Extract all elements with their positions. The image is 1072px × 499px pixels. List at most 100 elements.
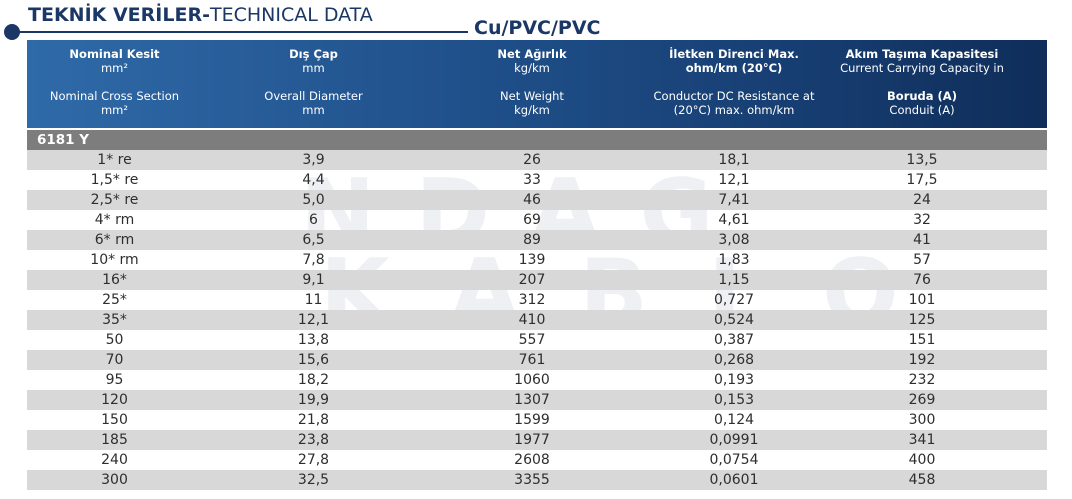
cell-current-capacity: 269	[908, 392, 936, 408]
cell-overall-diameter: 19,9	[297, 392, 330, 408]
table-row: 4* rm 6 69 4,61 32	[27, 210, 1047, 230]
header-label-tr: Net Ağırlık	[497, 47, 567, 61]
cell-current-capacity: 125	[908, 312, 936, 328]
cell-conductor-resistance: 0,0754	[709, 452, 759, 468]
table-row: 2,5* re 5,0 46 7,41 24	[27, 190, 1047, 210]
table-row: 70 15,6 761 0,268 192	[27, 350, 1047, 370]
table-row: 185 23,8 1977 0,0991 341	[27, 430, 1047, 450]
header-label-tr: Dış Çap	[289, 47, 338, 61]
header-label-tr: Nominal Kesit	[69, 47, 160, 61]
cell-conductor-resistance: 3,08	[718, 232, 750, 248]
title-bullet-dot	[4, 24, 20, 40]
cell-conductor-resistance: 0,387	[713, 332, 755, 348]
cell-nominal-section: 50	[105, 332, 124, 348]
cell-overall-diameter: 15,6	[297, 352, 330, 368]
cell-nominal-section: 70	[105, 352, 124, 368]
cell-conductor-resistance: 18,1	[718, 152, 750, 168]
table-row: 25* 11 312 0,727 101	[27, 290, 1047, 310]
cell-current-capacity: 458	[908, 472, 936, 488]
cable-type-subtitle: Cu/PVC/PVC	[474, 17, 601, 39]
header-label-en: Current Carrying Capacity in	[840, 61, 1004, 75]
cell-nominal-section: 4* rm	[94, 212, 135, 228]
header-unit-tr: mm²	[100, 61, 128, 75]
header-nominal-section: Nominal Kesit mm² Nominal Cross Section …	[27, 40, 202, 128]
cell-overall-diameter: 13,8	[297, 332, 330, 348]
cell-nominal-section: 2,5* re	[90, 192, 139, 208]
cell-overall-diameter: 12,1	[297, 312, 330, 328]
header-label-tr: Akım Taşıma Kapasitesi	[845, 47, 999, 61]
header-label-tr: İletken Direnci Max.	[669, 47, 799, 61]
cell-nominal-section: 240	[101, 452, 128, 468]
cell-nominal-section: 95	[105, 372, 124, 388]
cell-nominal-section: 1,5* re	[90, 172, 139, 188]
table-row: 6* rm 6,5 89 3,08 41	[27, 230, 1047, 250]
page-title-english: TECHNICAL DATA	[209, 4, 373, 26]
header-conduit-label-en: Conduit (A)	[889, 103, 955, 117]
cell-net-weight: 1307	[514, 392, 550, 408]
cell-net-weight: 33	[523, 172, 541, 188]
cell-net-weight: 410	[518, 312, 546, 328]
cell-current-capacity: 41	[913, 232, 931, 248]
cell-current-capacity: 17,5	[906, 172, 938, 188]
cell-conductor-resistance: 0,0991	[709, 432, 759, 448]
cell-conductor-resistance: 0,0601	[709, 472, 759, 488]
header-label-en: Conductor DC Resistance at	[653, 89, 815, 103]
cell-net-weight: 46	[523, 192, 541, 208]
cell-overall-diameter: 4,4	[302, 172, 325, 188]
cell-overall-diameter: 21,8	[297, 412, 330, 428]
cell-conductor-resistance: 0,524	[713, 312, 755, 328]
cell-overall-diameter: 6,5	[302, 232, 325, 248]
cell-net-weight: 1977	[514, 432, 550, 448]
cell-net-weight: 1060	[514, 372, 550, 388]
header-net-weight: Net Ağırlık kg/km Net Weight kg/km	[425, 40, 639, 128]
cell-current-capacity: 341	[908, 432, 936, 448]
header-unit-en: mm²	[100, 103, 128, 117]
table-row: 1,5* re 4,4 33 12,1 17,5	[27, 170, 1047, 190]
cell-overall-diameter: 3,9	[302, 152, 325, 168]
header-label-en: Overall Diameter	[264, 89, 363, 103]
cell-current-capacity: 232	[908, 372, 936, 388]
cell-current-capacity: 101	[908, 292, 936, 308]
header-overall-diameter: Dış Çap mm Overall Diameter mm	[202, 40, 425, 128]
cell-net-weight: 557	[518, 332, 546, 348]
cell-conductor-resistance: 1,83	[718, 252, 750, 268]
table-row: 10* rm 7,8 139 1,83 57	[27, 250, 1047, 270]
cell-current-capacity: 32	[913, 212, 931, 228]
cell-nominal-section: 16*	[102, 272, 127, 288]
cell-current-capacity: 400	[908, 452, 936, 468]
cell-net-weight: 761	[518, 352, 546, 368]
table-row: 1* re 3,9 26 18,1 13,5	[27, 150, 1047, 170]
header-conductor-resistance: İletken Direnci Max. ohm/km (20°C) Condu…	[639, 40, 829, 128]
cell-nominal-section: 120	[101, 392, 128, 408]
header-label-en: Net Weight	[500, 89, 564, 103]
cell-nominal-section: 35*	[102, 312, 127, 328]
table-row: 35* 12,1 410 0,524 125	[27, 310, 1047, 330]
table-row: 300 32,5 3355 0,0601 458	[27, 470, 1047, 490]
cell-current-capacity: 13,5	[906, 152, 938, 168]
cell-net-weight: 139	[518, 252, 546, 268]
title-underline	[10, 31, 468, 33]
cell-net-weight: 69	[523, 212, 541, 228]
table-row: 95 18,2 1060 0,193 232	[27, 370, 1047, 390]
header-unit-tr: kg/km	[514, 61, 550, 75]
cell-conductor-resistance: 0,268	[713, 352, 755, 368]
cell-conductor-resistance: 1,15	[718, 272, 750, 288]
cell-current-capacity: 57	[913, 252, 931, 268]
cell-conductor-resistance: 4,61	[718, 212, 750, 228]
cell-overall-diameter: 5,0	[302, 192, 325, 208]
cell-overall-diameter: 23,8	[297, 432, 330, 448]
cell-conductor-resistance: 12,1	[718, 172, 750, 188]
cell-conductor-resistance: 0,727	[713, 292, 755, 308]
page-title-turkish: TEKNİK VERİLER-	[28, 4, 210, 26]
cell-conductor-resistance: 7,41	[718, 192, 750, 208]
cell-net-weight: 89	[523, 232, 541, 248]
cell-nominal-section: 150	[101, 412, 128, 428]
table-row: 240 27,8 2608 0,0754 400	[27, 450, 1047, 470]
cell-nominal-section: 10* rm	[90, 252, 139, 268]
cell-net-weight: 312	[518, 292, 546, 308]
cable-group-label: 6181 Y	[37, 132, 90, 148]
header-label-en: Nominal Cross Section	[49, 89, 180, 103]
header-conduit-label-tr: Boruda (A)	[887, 89, 957, 103]
header-unit-en: (20°C) max. ohm/km	[673, 103, 795, 117]
cable-group-row: 6181 Y	[27, 130, 1047, 150]
